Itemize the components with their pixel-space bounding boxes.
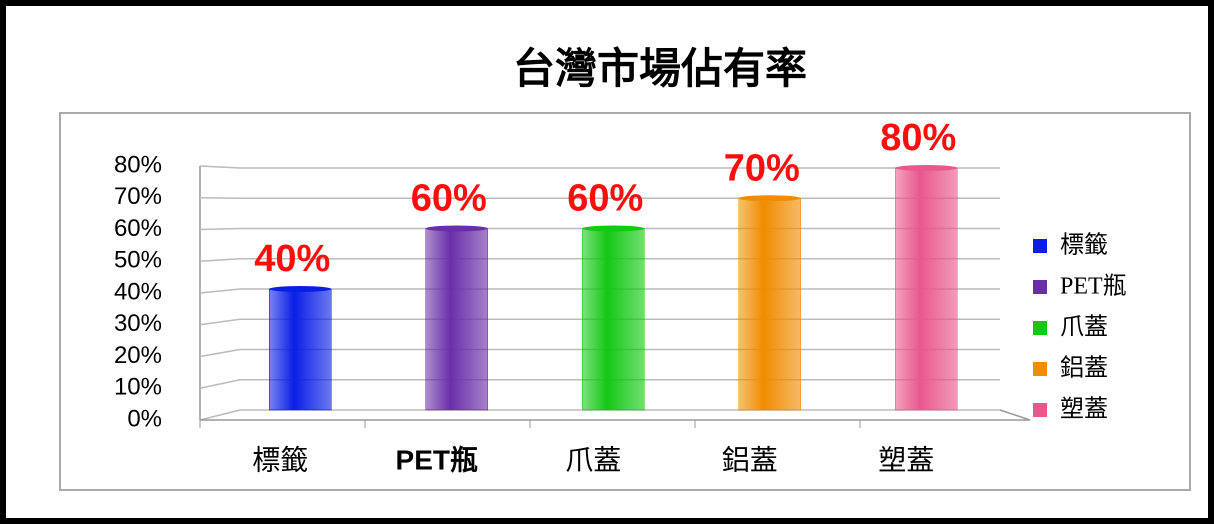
value-label: 60%	[567, 178, 643, 220]
bar-top	[425, 225, 488, 232]
legend-label: 爪蓋	[1060, 314, 1108, 341]
x-tick-label: PET瓶	[396, 444, 478, 475]
bar-top	[582, 225, 645, 232]
chart-title: 台灣市場佔有率	[513, 45, 807, 92]
legend-swatch	[1033, 321, 1047, 335]
value-label: 70%	[724, 147, 800, 189]
legend-swatch	[1033, 403, 1047, 417]
value-label: 40%	[254, 238, 330, 280]
y-tick-label: 30%	[114, 310, 162, 337]
y-tick-label: 20%	[114, 342, 162, 369]
legend-label: 塑蓋	[1060, 396, 1108, 423]
y-tick-label: 80%	[114, 151, 162, 178]
legend-swatch	[1033, 239, 1047, 253]
y-tick-label: 0%	[127, 405, 162, 432]
legend-label: 標籤	[1060, 232, 1108, 259]
grid-line	[199, 165, 1000, 169]
legend-label: 鋁蓋	[1060, 355, 1108, 382]
bar	[895, 167, 958, 411]
value-label: 80%	[880, 117, 956, 159]
bar	[269, 288, 332, 411]
y-tick-label: 70%	[114, 183, 162, 210]
legend-swatch	[1033, 280, 1047, 294]
bar	[738, 198, 801, 411]
bar-top	[895, 165, 958, 171]
value-label: 60%	[411, 178, 487, 220]
legend-label: PET瓶	[1060, 273, 1127, 300]
bar-top	[269, 286, 332, 292]
y-tick-label: 40%	[114, 278, 162, 305]
y-tick-label: 60%	[114, 215, 162, 242]
x-tick-label: 標籤	[252, 444, 308, 475]
bar-top	[738, 195, 801, 202]
x-tick-label: 鋁蓋	[722, 444, 778, 475]
bar	[425, 228, 488, 411]
legend-swatch	[1033, 362, 1047, 376]
bar	[582, 228, 645, 411]
x-tick-label: 塑蓋	[878, 444, 934, 475]
y-tick-label: 10%	[114, 374, 162, 401]
x-tick-label: 爪蓋	[565, 444, 621, 475]
floor	[200, 409, 1031, 421]
y-tick-label: 50%	[114, 247, 162, 274]
